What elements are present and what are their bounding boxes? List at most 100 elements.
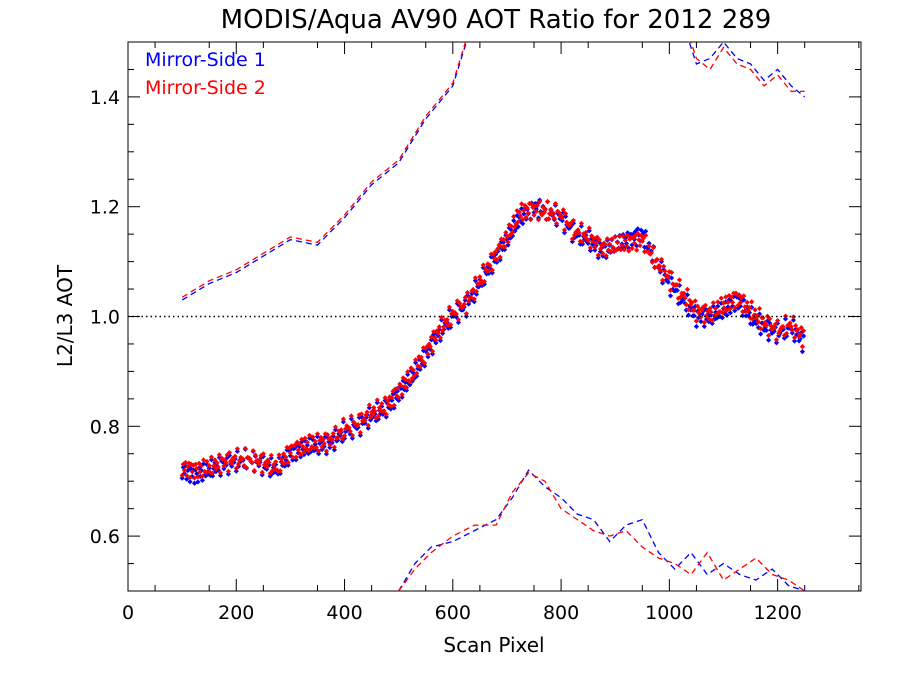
data-point xyxy=(738,294,745,301)
data-point xyxy=(436,327,442,333)
data-point xyxy=(726,292,732,299)
data-point xyxy=(277,468,283,474)
data-point xyxy=(460,307,466,313)
data-point xyxy=(516,209,522,215)
data-point xyxy=(778,325,784,332)
data-point xyxy=(281,451,287,457)
data-point xyxy=(511,213,517,220)
data-point xyxy=(252,452,259,458)
data-point xyxy=(268,455,274,461)
data-point xyxy=(496,242,502,248)
data-point xyxy=(638,232,644,239)
data-point xyxy=(561,227,568,233)
data-point xyxy=(436,324,442,330)
data-point xyxy=(481,278,487,285)
data-point xyxy=(661,266,667,273)
data-point xyxy=(444,317,450,323)
data-point xyxy=(330,430,336,437)
data-point xyxy=(665,279,671,285)
data-point xyxy=(396,397,402,403)
series-mirror-side-2-lower-dashed-line xyxy=(398,472,806,591)
data-point xyxy=(791,335,798,341)
data-point xyxy=(340,416,347,422)
data-point xyxy=(643,228,649,234)
data-point xyxy=(569,239,575,245)
y-tick-label: 0.8 xyxy=(90,416,120,438)
data-point xyxy=(301,452,307,458)
data-point xyxy=(442,317,448,323)
data-point xyxy=(225,471,231,477)
data-point xyxy=(600,250,606,257)
x-tick-label: 200 xyxy=(218,602,254,624)
data-point xyxy=(205,468,211,474)
data-point xyxy=(412,360,419,366)
data-point xyxy=(796,338,802,344)
data-point xyxy=(357,430,363,436)
data-point xyxy=(209,473,216,479)
data-point xyxy=(293,454,299,460)
data-point xyxy=(383,414,389,420)
data-point xyxy=(798,325,804,331)
x-tick-label: 1000 xyxy=(645,602,693,624)
data-point xyxy=(674,287,680,294)
x-tick-label: 600 xyxy=(435,602,471,624)
data-point xyxy=(592,244,598,250)
data-point xyxy=(266,459,272,466)
data-point xyxy=(659,277,666,283)
data-point xyxy=(701,323,707,330)
data-point xyxy=(504,236,510,243)
data-point xyxy=(317,440,323,446)
data-point xyxy=(780,326,786,333)
data-point xyxy=(758,331,764,337)
data-point xyxy=(556,209,562,215)
data-point xyxy=(340,419,347,425)
data-point xyxy=(682,295,688,301)
data-point xyxy=(790,314,797,320)
data-point xyxy=(211,463,217,469)
data-point xyxy=(583,229,589,236)
data-point xyxy=(494,256,500,263)
data-point xyxy=(431,329,437,335)
data-point xyxy=(425,351,431,357)
data-point xyxy=(260,453,266,460)
data-point xyxy=(422,363,428,369)
data-point xyxy=(264,466,270,472)
data-point xyxy=(375,413,381,419)
data-point xyxy=(224,452,230,458)
data-point xyxy=(375,416,381,422)
data-point xyxy=(500,236,507,243)
data-point xyxy=(735,302,741,308)
data-point xyxy=(508,223,515,229)
data-point xyxy=(446,304,453,310)
data-point xyxy=(784,333,790,339)
data-point xyxy=(366,405,372,411)
data-point xyxy=(378,410,384,417)
data-point xyxy=(763,327,769,333)
data-point xyxy=(630,231,636,237)
data-point xyxy=(331,447,337,453)
data-point xyxy=(261,465,268,471)
data-point xyxy=(789,330,795,336)
data-point xyxy=(750,321,756,327)
data-point xyxy=(217,470,224,476)
data-point xyxy=(346,425,352,431)
data-point xyxy=(440,330,446,336)
series-mirror-side-1-upper-dashed-line xyxy=(181,42,468,301)
data-point xyxy=(562,211,569,217)
data-point xyxy=(485,261,491,267)
data-point xyxy=(379,403,385,409)
data-point xyxy=(726,297,732,303)
data-point xyxy=(433,337,439,343)
data-point xyxy=(497,254,503,260)
data-point xyxy=(305,450,312,457)
data-point xyxy=(561,230,568,236)
data-point xyxy=(727,306,733,312)
data-point xyxy=(372,411,378,417)
data-point xyxy=(279,462,286,469)
data-point xyxy=(251,468,257,474)
data-point xyxy=(184,472,190,479)
data-point xyxy=(487,265,493,272)
data-point xyxy=(440,328,446,334)
data-point xyxy=(799,344,806,350)
data-point xyxy=(769,326,775,333)
